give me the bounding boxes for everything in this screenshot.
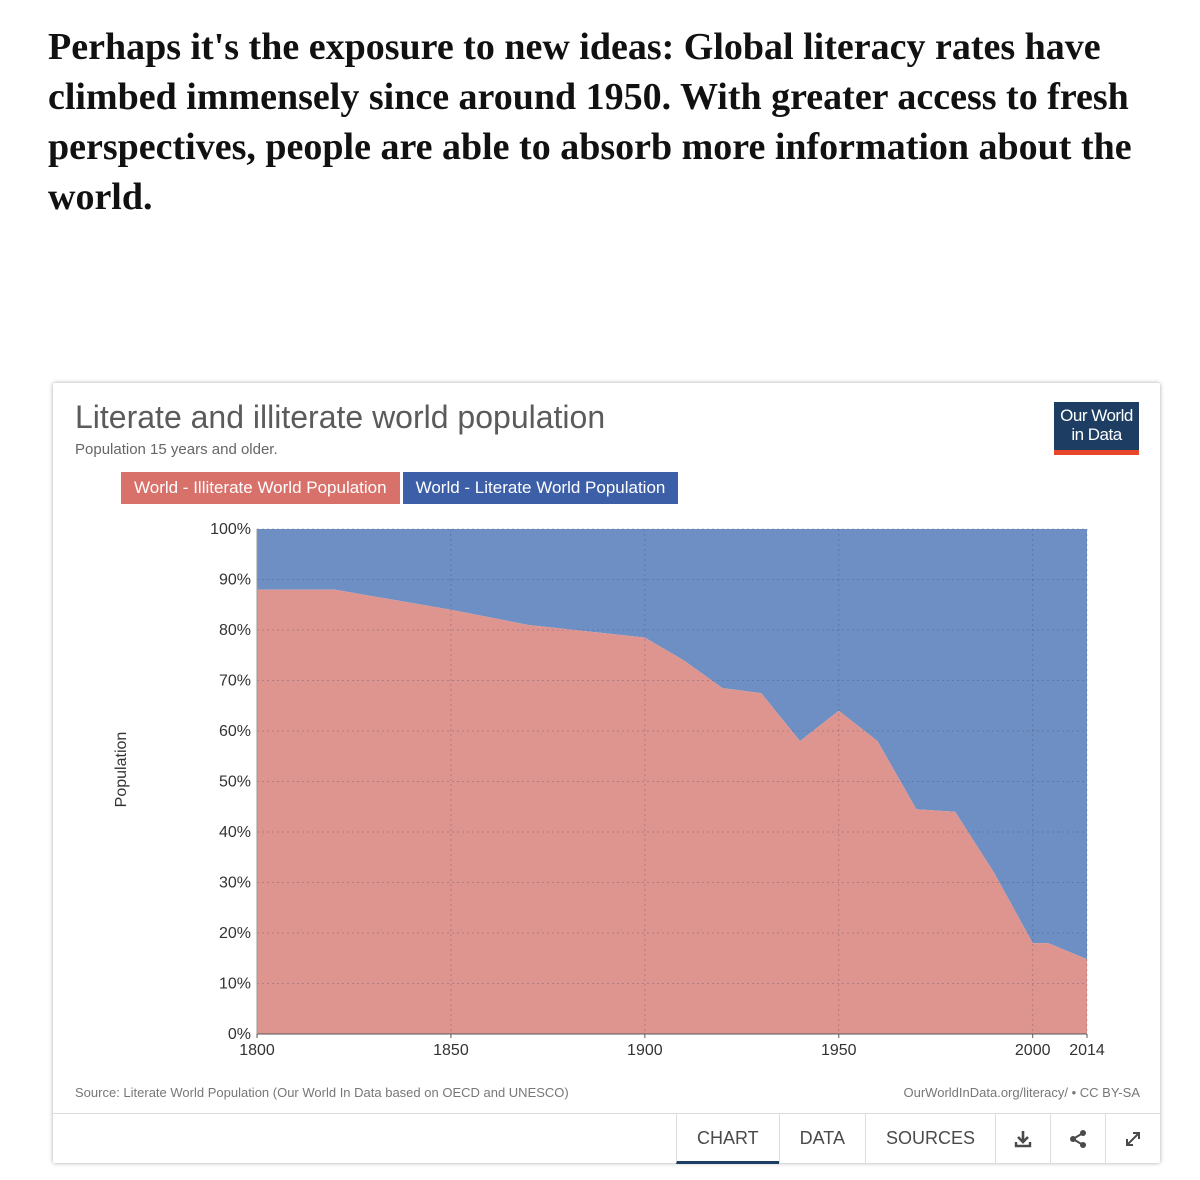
x-axis-ticks: 1800 1850 1900 1950 2000 2014 xyxy=(239,1034,1105,1059)
y-tick-label-4: 40% xyxy=(219,824,251,841)
expand-icon[interactable] xyxy=(1105,1114,1160,1164)
x-tick-label-0: 1800 xyxy=(239,1042,275,1059)
chart-footer: CHART DATA SOURCES xyxy=(53,1113,1160,1164)
y-tick-label-7: 70% xyxy=(219,673,251,690)
area-illiterate xyxy=(257,589,1087,1034)
x-tick-label-3: 1950 xyxy=(821,1042,857,1059)
chart-tabs: CHART DATA SOURCES xyxy=(675,1114,1160,1164)
legend-item-illiterate[interactable]: World - Illiterate World Population xyxy=(121,472,400,504)
y-axis-ticks: 0% 10% 20% 30% 40% 50% 60% 70% 80% 90% 100% xyxy=(210,521,251,1043)
y-tick-label-10: 100% xyxy=(210,521,251,538)
y-tick-label-6: 60% xyxy=(219,723,251,740)
y-tick-label-3: 30% xyxy=(219,875,251,892)
chart-subtitle: Population 15 years and older. xyxy=(75,441,278,458)
source-note: Source: Literate World Population (Our W… xyxy=(75,1085,569,1100)
chart-areas xyxy=(257,529,1087,1034)
logo-accent-bar xyxy=(1054,450,1139,455)
credit-link[interactable]: OurWorldInData.org/literacy/ • CC BY-SA xyxy=(903,1085,1140,1100)
chart-plot: 0%10%20%30%40%50%60%70%80%90%100% 1800 18… xyxy=(113,521,1105,1059)
y-tick-label-0: 0% xyxy=(228,1026,251,1043)
our-world-in-data-logo[interactable]: Our World in Data xyxy=(1054,402,1139,455)
chart-grid xyxy=(256,528,1088,1035)
download-icon[interactable] xyxy=(995,1114,1050,1164)
y-tick-label-8: 80% xyxy=(219,622,251,639)
tab-sources[interactable]: SOURCES xyxy=(864,1114,995,1164)
legend: World - Illiterate World Population Worl… xyxy=(121,472,681,504)
x-tick-label-1: 1850 xyxy=(433,1042,469,1059)
tab-chart[interactable]: CHART xyxy=(675,1114,779,1164)
y-tick-label-2: 20% xyxy=(219,925,251,942)
x-tick-label-2: 1900 xyxy=(627,1042,663,1059)
chart-title: Literate and illiterate world population xyxy=(75,399,606,435)
headline: Perhaps it's the exposure to new ideas: … xyxy=(48,26,1132,218)
x-tick-label-5: 2014 xyxy=(1069,1042,1105,1059)
logo-line-2: in Data xyxy=(1071,425,1122,444)
y-axis-title: Population xyxy=(113,732,130,808)
x-tick-label-4: 2000 xyxy=(1015,1042,1051,1059)
y-tick-label-9: 90% xyxy=(219,572,251,589)
share-icon[interactable] xyxy=(1050,1114,1105,1164)
y-tick-label-5: 50% xyxy=(219,774,251,791)
tab-data[interactable]: DATA xyxy=(778,1114,865,1164)
y-tick-label-1: 10% xyxy=(219,976,251,993)
chart-card: Literate and illiterate world population… xyxy=(53,383,1160,1164)
logo-line-1: Our World xyxy=(1060,406,1133,425)
area-literate xyxy=(257,529,1087,960)
legend-item-literate[interactable]: World - Literate World Population xyxy=(402,472,679,504)
